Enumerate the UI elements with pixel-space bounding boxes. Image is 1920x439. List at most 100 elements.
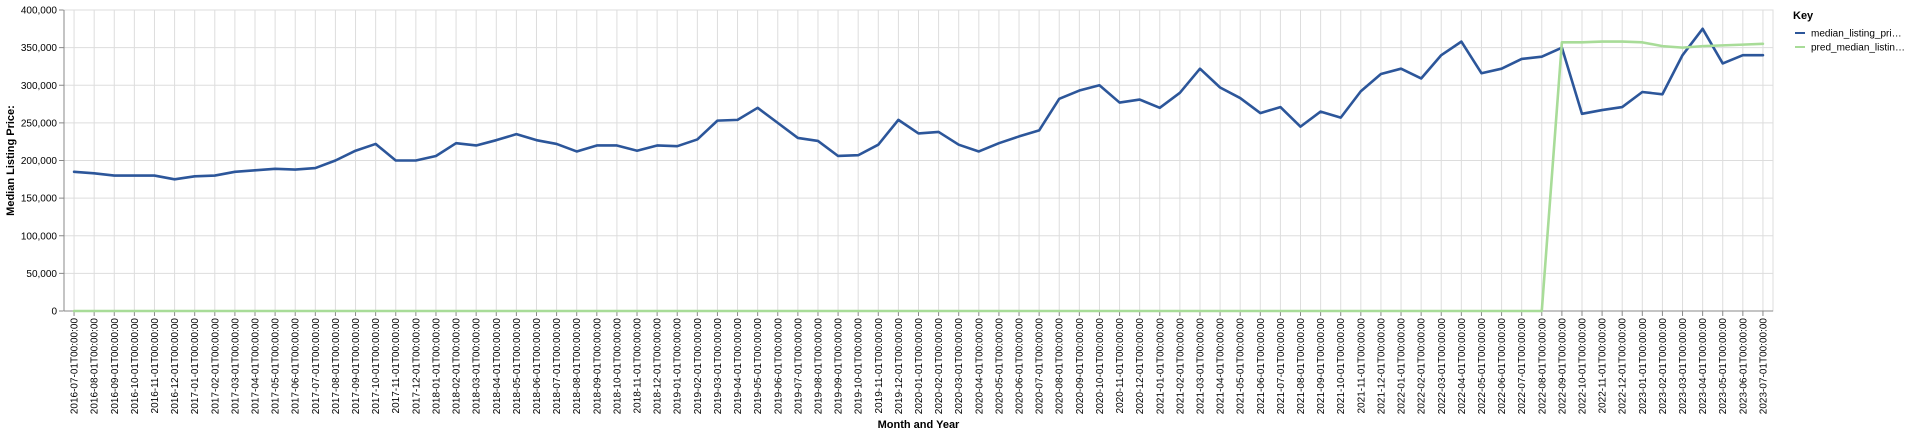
x-tick-label: 2023-02-01T00:00:00 bbox=[1658, 318, 1669, 415]
x-tick-label: 2021-09-01T00:00:00 bbox=[1316, 318, 1327, 415]
x-tick-label: 2021-10-01T00:00:00 bbox=[1336, 318, 1347, 415]
x-tick-label: 2016-10-01T00:00:00 bbox=[130, 318, 141, 415]
x-tick-label: 2023-05-01T00:00:00 bbox=[1718, 318, 1729, 415]
series-line-1 bbox=[72, 27, 1765, 181]
x-tick-label: 2016-08-01T00:00:00 bbox=[90, 318, 101, 415]
x-tick-label: 2018-10-01T00:00:00 bbox=[612, 318, 623, 415]
x-tick-label: 2023-06-01T00:00:00 bbox=[1738, 318, 1749, 415]
x-tick-label: 2021-12-01T00:00:00 bbox=[1376, 318, 1387, 415]
x-tick-label: 2019-08-01T00:00:00 bbox=[813, 318, 824, 415]
x-tick-label: 2020-08-01T00:00:00 bbox=[1055, 318, 1066, 415]
x-tick-label: 2017-08-01T00:00:00 bbox=[331, 318, 342, 415]
x-axis-title: Month and Year bbox=[878, 419, 960, 431]
x-tick-label: 2018-09-01T00:00:00 bbox=[592, 318, 603, 415]
x-tick-label: 2017-10-01T00:00:00 bbox=[371, 318, 382, 415]
y-axis-title: Median Listing Price: bbox=[5, 105, 17, 216]
y-tick-label: 0 bbox=[51, 307, 57, 318]
x-tick-label: 2018-02-01T00:00:00 bbox=[452, 318, 463, 415]
series-line-2 bbox=[72, 40, 1765, 313]
x-tick-label: 2021-03-01T00:00:00 bbox=[1195, 318, 1206, 415]
x-tick-label: 2021-01-01T00:00:00 bbox=[1155, 318, 1166, 415]
x-tick-label: 2017-04-01T00:00:00 bbox=[251, 318, 262, 415]
axes: 0 50,000 100,000 150,000 200,000 250,000 300,0… bbox=[21, 6, 1774, 415]
x-tick-label: 2022-12-01T00:00:00 bbox=[1618, 318, 1629, 415]
x-tick-label: 2018-11-01T00:00:00 bbox=[633, 318, 644, 414]
x-tick-label: 2022-04-01T00:00:00 bbox=[1457, 318, 1468, 415]
x-tick-label: 2017-11-01T00:00:00 bbox=[391, 318, 402, 414]
x-tick-label: 2021-02-01T00:00:00 bbox=[1175, 318, 1186, 415]
x-tick-label: 2017-12-01T00:00:00 bbox=[411, 318, 422, 415]
x-tick-label: 2022-10-01T00:00:00 bbox=[1577, 318, 1588, 415]
x-tick-label: 2017-05-01T00:00:00 bbox=[271, 318, 282, 415]
x-tick-label: 2017-07-01T00:00:00 bbox=[311, 318, 322, 415]
y-tick-label: 400,000 bbox=[21, 6, 58, 17]
x-tick-label: 2020-10-01T00:00:00 bbox=[1095, 318, 1106, 415]
y-tick-label: 100,000 bbox=[21, 231, 58, 242]
x-tick-label: 2016-09-01T00:00:00 bbox=[110, 318, 121, 415]
x-tick-label: 2017-06-01T00:00:00 bbox=[291, 318, 302, 415]
x-tick-label: 2018-01-01T00:00:00 bbox=[431, 318, 442, 415]
legend-label-1: median_listing_pri… bbox=[1811, 29, 1902, 40]
x-tick-label: 2022-06-01T00:00:00 bbox=[1497, 318, 1508, 415]
y-tick-label: 350,000 bbox=[21, 43, 58, 54]
x-tick-label: 2019-09-01T00:00:00 bbox=[834, 318, 845, 415]
x-tick-label: 2017-03-01T00:00:00 bbox=[230, 318, 241, 415]
x-tick-label: 2016-12-01T00:00:00 bbox=[170, 318, 181, 415]
x-tick-label: 2019-06-01T00:00:00 bbox=[773, 318, 784, 415]
legend: Key median_listing_pri… pred_median_listi… bbox=[1793, 10, 1905, 54]
series-lines bbox=[72, 27, 1765, 313]
y-tick-label: 200,000 bbox=[21, 156, 58, 167]
y-tick-label: 50,000 bbox=[26, 269, 57, 280]
x-tick-label: 2022-08-01T00:00:00 bbox=[1537, 318, 1548, 415]
x-tick-label: 2023-01-01T00:00:00 bbox=[1638, 318, 1649, 415]
x-tick-label: 2018-08-01T00:00:00 bbox=[572, 318, 583, 415]
x-tick-label: 2018-04-01T00:00:00 bbox=[492, 318, 503, 415]
x-tick-label: 2018-07-01T00:00:00 bbox=[552, 318, 563, 415]
x-tick-label: 2020-07-01T00:00:00 bbox=[1035, 318, 1046, 415]
x-tick-label: 2020-04-01T00:00:00 bbox=[974, 318, 985, 415]
x-tick-label: 2021-08-01T00:00:00 bbox=[1296, 318, 1307, 415]
x-tick-label: 2022-11-01T00:00:00 bbox=[1598, 318, 1609, 414]
x-tick-label: 2021-11-01T00:00:00 bbox=[1356, 318, 1367, 414]
x-tick-label: 2019-11-01T00:00:00 bbox=[874, 318, 885, 414]
x-tick-label: 2019-01-01T00:00:00 bbox=[673, 318, 684, 415]
x-tick-label: 2023-04-01T00:00:00 bbox=[1698, 318, 1709, 415]
gridlines bbox=[64, 9, 1773, 312]
x-tick-label: 2020-02-01T00:00:00 bbox=[934, 318, 945, 415]
x-tick-label: 2016-07-01T00:00:00 bbox=[70, 318, 81, 415]
legend-title: Key bbox=[1793, 10, 1814, 22]
x-tick-label: 2022-01-01T00:00:00 bbox=[1397, 318, 1408, 415]
y-tick-label: 250,000 bbox=[21, 118, 58, 129]
x-tick-label: 2021-06-01T00:00:00 bbox=[1256, 318, 1267, 415]
x-tick-label: 2020-09-01T00:00:00 bbox=[1075, 318, 1086, 415]
x-tick-label: 2019-07-01T00:00:00 bbox=[793, 318, 804, 415]
x-tick-label: 2021-07-01T00:00:00 bbox=[1276, 318, 1287, 415]
y-tick-label: 300,000 bbox=[21, 81, 58, 92]
x-tick-label: 2019-05-01T00:00:00 bbox=[753, 318, 764, 415]
x-tick-label: 2022-02-01T00:00:00 bbox=[1417, 318, 1428, 415]
x-tick-label: 2018-06-01T00:00:00 bbox=[532, 318, 543, 415]
x-tick-label: 2019-02-01T00:00:00 bbox=[693, 318, 704, 415]
x-tick-label: 2018-12-01T00:00:00 bbox=[653, 318, 664, 415]
x-tick-label: 2020-01-01T00:00:00 bbox=[914, 318, 925, 415]
x-tick-label: 2019-03-01T00:00:00 bbox=[713, 318, 724, 415]
x-tick-label: 2022-03-01T00:00:00 bbox=[1437, 318, 1448, 415]
x-tick-label: 2020-12-01T00:00:00 bbox=[1135, 318, 1146, 415]
x-tick-label: 2019-10-01T00:00:00 bbox=[854, 318, 865, 415]
x-tick-label: 2020-05-01T00:00:00 bbox=[994, 318, 1005, 415]
x-tick-label: 2019-04-01T00:00:00 bbox=[733, 318, 744, 415]
x-tick-label: 2021-05-01T00:00:00 bbox=[1236, 318, 1247, 415]
x-tick-label: 2018-03-01T00:00:00 bbox=[472, 318, 483, 415]
x-tick-label: 2023-03-01T00:00:00 bbox=[1678, 318, 1689, 415]
x-tick-label: 2016-11-01T00:00:00 bbox=[150, 318, 161, 414]
x-tick-label: 2022-07-01T00:00:00 bbox=[1517, 318, 1528, 415]
legend-label-2: pred_median_listin… bbox=[1811, 43, 1905, 54]
x-tick-label: 2020-03-01T00:00:00 bbox=[954, 318, 965, 415]
x-tick-label: 2017-01-01T00:00:00 bbox=[190, 318, 201, 415]
x-tick-label: 2017-09-01T00:00:00 bbox=[351, 318, 362, 415]
y-tick-label: 150,000 bbox=[21, 194, 58, 205]
x-tick-label: 2023-07-01T00:00:00 bbox=[1758, 318, 1769, 415]
x-tick-label: 2022-05-01T00:00:00 bbox=[1477, 318, 1488, 415]
